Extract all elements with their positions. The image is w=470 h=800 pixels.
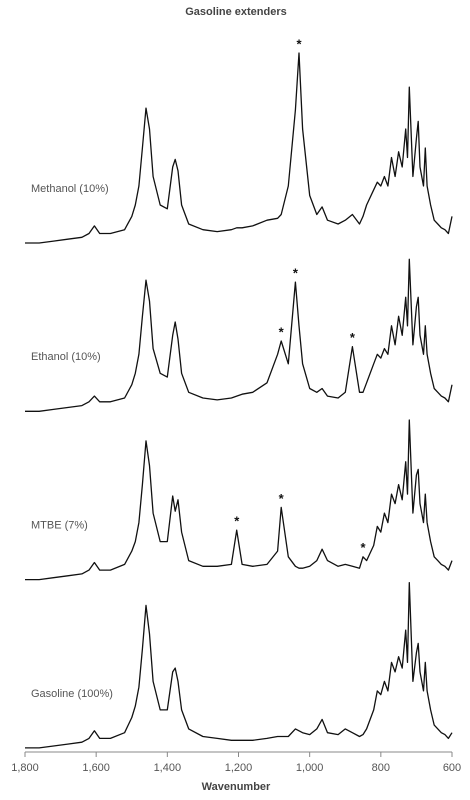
x-tick-label: 1,400 — [154, 762, 182, 774]
spectrum-line — [25, 419, 453, 581]
peak-marker: * — [279, 324, 285, 339]
x-tick-label: 600 — [443, 762, 461, 774]
spectrum-line — [25, 258, 453, 412]
x-axis-label: Wavenumber — [202, 781, 271, 793]
x-tick-label: 800 — [372, 762, 390, 774]
peak-marker: * — [361, 540, 367, 555]
x-tick-label: 1,800 — [11, 762, 39, 774]
series-label: MTBE (7%) — [31, 520, 88, 532]
x-tick-label: 1,200 — [225, 762, 253, 774]
peak-marker: * — [293, 266, 299, 281]
peak-marker: * — [350, 330, 356, 345]
chart-title: Gasoline extenders — [185, 6, 287, 18]
peak-marker: * — [234, 514, 240, 529]
spectrum-line — [25, 581, 453, 749]
series-label: Methanol (10%) — [31, 183, 109, 195]
spectrum-line — [25, 52, 453, 244]
series-label: Ethanol (10%) — [31, 351, 101, 363]
x-tick-label: 1,600 — [82, 762, 110, 774]
peak-marker: * — [279, 491, 285, 506]
peak-marker: * — [296, 36, 302, 51]
x-tick-label: 1,000 — [296, 762, 324, 774]
series-label: Gasoline (100%) — [31, 688, 113, 700]
